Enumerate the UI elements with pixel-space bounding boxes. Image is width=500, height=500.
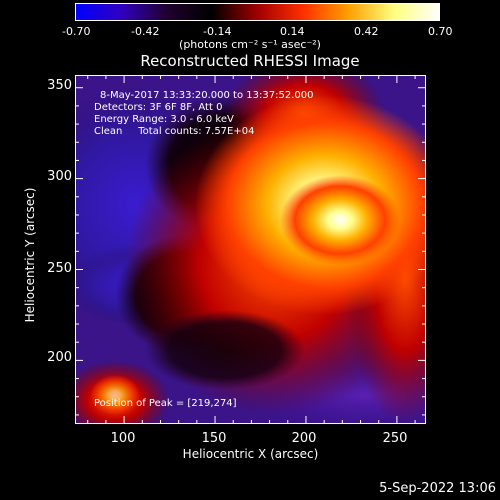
- y-axis-label: Heliocentric Y (arcsec): [23, 187, 37, 323]
- colorbar-tick: -0.70: [62, 25, 91, 38]
- x-tick-label: 250: [382, 431, 408, 446]
- colorbar-frame: [75, 3, 440, 21]
- rhessi-image: [75, 75, 426, 424]
- colorbar-tick: 0.14: [280, 25, 305, 38]
- footer-timestamp: 5-Sep-2022 13:06: [379, 481, 496, 496]
- colorbar: [75, 3, 440, 21]
- annotation-detectors: Detectors: 3F 6F 8F, Att 0: [94, 102, 223, 113]
- y-tick-label: 300: [47, 169, 72, 184]
- colorbar-tick: -0.42: [131, 25, 160, 38]
- x-tick-label: 200: [291, 431, 317, 446]
- x-tick-label: 100: [110, 431, 136, 446]
- annotation-energy: Energy Range: 3.0 - 6.0 keV: [94, 114, 234, 125]
- x-axis-label: Heliocentric X (arcsec): [182, 447, 319, 461]
- colorbar-tick: 0.42: [354, 25, 379, 38]
- colorbar-tick: -0.14: [203, 25, 232, 38]
- annotation-time-range: 8-May-2017 13:33:20.000 to 13:37:52.000: [100, 90, 314, 101]
- colorbar-units: (photons cm⁻² s⁻¹ asec⁻²): [179, 38, 321, 51]
- colorbar-tick: 0.70: [428, 25, 453, 38]
- plot-frame: [75, 75, 426, 424]
- y-tick-label: 200: [47, 350, 72, 365]
- annotation-peak: Position of Peak = [219,274]: [94, 398, 237, 409]
- y-tick-label: 350: [47, 78, 72, 93]
- plot-title: Reconstructed RHESSI Image: [140, 52, 360, 70]
- annotation-clean: Clean Total counts: 7.57E+04: [94, 126, 255, 137]
- x-tick-label: 150: [201, 431, 227, 446]
- y-tick-label: 250: [47, 261, 72, 276]
